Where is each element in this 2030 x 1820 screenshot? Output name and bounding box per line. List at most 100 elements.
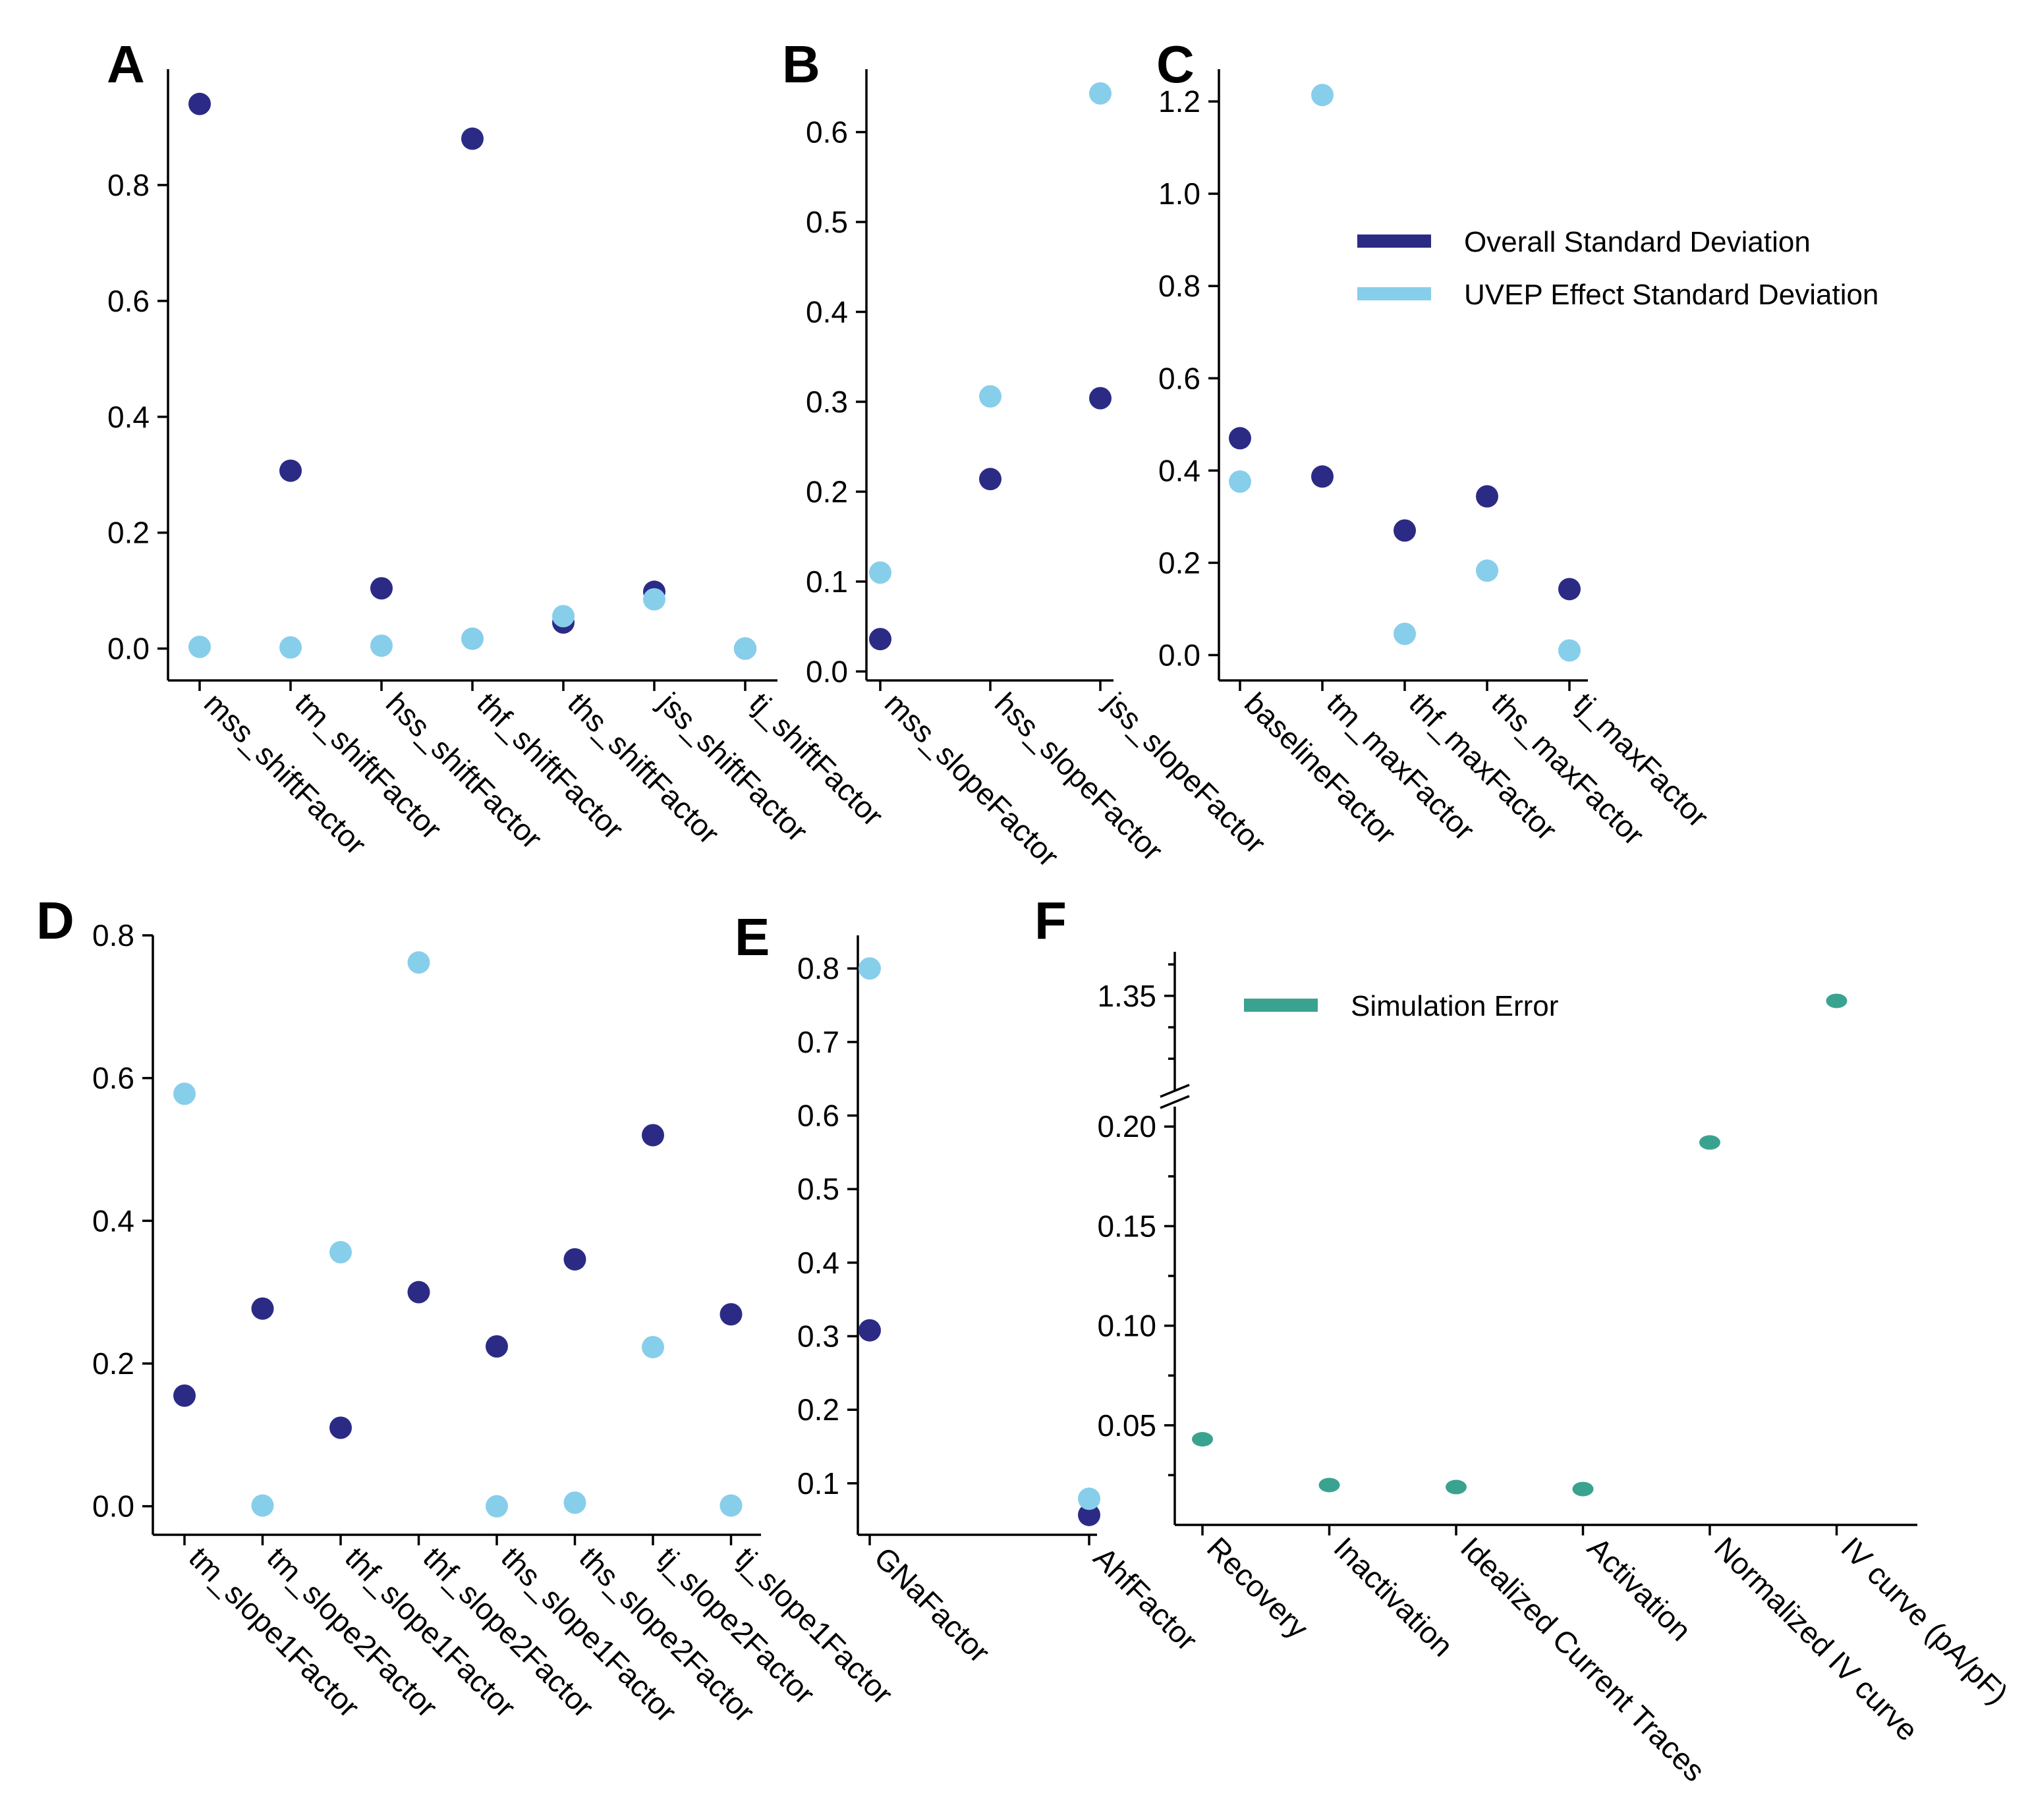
panel-d-ytick-label: 0.6 bbox=[92, 1061, 134, 1095]
panel-d-ytick-label: 0.0 bbox=[92, 1489, 134, 1524]
panel-f-ytick-label: 0.20 bbox=[1097, 1109, 1156, 1144]
panel-d-point-uvep bbox=[486, 1495, 508, 1518]
panel-e-point-overall bbox=[859, 1319, 881, 1342]
panel-f-category-label: Activation bbox=[1581, 1530, 1698, 1647]
panel-a-ytick-label: 0.0 bbox=[107, 632, 150, 666]
panel-c-ytick-label: 0.0 bbox=[1158, 638, 1200, 672]
panel-e-category-label: AhfFactor bbox=[1087, 1540, 1204, 1657]
panel-a-point-uvep bbox=[734, 637, 756, 660]
panel-a-ytick-label: 0.8 bbox=[107, 168, 150, 202]
panel-d-point-overall bbox=[173, 1384, 196, 1407]
legend-simulation-error: Simulation Error bbox=[1244, 990, 1558, 1022]
panel-a-category-label: hss_shiftFactor bbox=[380, 686, 549, 855]
panel-e-ytick-label: 0.7 bbox=[797, 1025, 839, 1059]
panel-b-ytick-label: 0.2 bbox=[806, 474, 848, 509]
panel-f-point-simulation-error bbox=[1572, 1481, 1594, 1497]
panel-c-chart: 0.00.20.40.60.81.01.2baselineFactortm_ma… bbox=[1158, 69, 1716, 852]
panel-d-chart: 0.00.20.40.60.8tm_slope1Factortm_slope2F… bbox=[92, 918, 900, 1729]
panel-d-point-uvep bbox=[329, 1241, 352, 1263]
panel-e-ytick-label: 0.6 bbox=[797, 1099, 839, 1133]
panel-f-chart: 0.05 0.10 0.15 0.20 1.35 Recovery Inactivation… bbox=[1097, 952, 2015, 1788]
panel-d-point-overall bbox=[719, 1303, 743, 1326]
panel-c-category-label: tm_maxFactor bbox=[1320, 686, 1482, 847]
panel-d-point-overall bbox=[251, 1297, 274, 1320]
panel-letter-c: C bbox=[1156, 35, 1195, 94]
panel-c-point-uvep bbox=[1558, 639, 1581, 662]
panel-d-point-uvep bbox=[642, 1336, 664, 1359]
panel-f-category-label: Inactivation bbox=[1327, 1530, 1459, 1663]
panel-a-point-overall bbox=[461, 127, 484, 150]
panel-f-point-simulation-error bbox=[1192, 1431, 1213, 1447]
panel-b-point-overall bbox=[1089, 387, 1112, 410]
panel-a-point-overall bbox=[188, 92, 211, 115]
panel-c-ytick-label: 0.8 bbox=[1158, 269, 1200, 303]
panel-a-point-overall bbox=[370, 577, 393, 600]
panel-a-point-uvep bbox=[370, 634, 393, 657]
panel-c-point-uvep bbox=[1476, 559, 1498, 582]
panel-a-ytick-label: 0.2 bbox=[107, 516, 150, 550]
panel-c-ytick-label: 1.0 bbox=[1158, 177, 1200, 211]
panel-b-ytick-label: 0.4 bbox=[806, 294, 848, 329]
panel-c-ytick-label: 0.2 bbox=[1158, 545, 1200, 580]
panel-f-point-simulation-error bbox=[1826, 993, 1847, 1008]
panel-a-point-overall bbox=[279, 459, 302, 482]
panel-b-ytick-label: 0.6 bbox=[806, 115, 848, 150]
panel-d-point-overall bbox=[407, 1281, 430, 1304]
panel-f-point-simulation-error bbox=[1699, 1135, 1720, 1150]
panel-f-ytick-label: 0.15 bbox=[1097, 1209, 1156, 1243]
panel-f-category-label: Normalized IV curve bbox=[1708, 1530, 1925, 1748]
panel-c-ytick-label: 1.2 bbox=[1158, 84, 1200, 119]
panel-c-point-overall bbox=[1229, 427, 1251, 450]
panel-f-ytick-label: 1.35 bbox=[1097, 979, 1156, 1013]
panel-letter-e: E bbox=[735, 908, 770, 966]
panel-f-point-simulation-error bbox=[1318, 1477, 1340, 1493]
panel-d-ytick-label: 0.4 bbox=[92, 1203, 134, 1238]
panel-b-point-uvep bbox=[1089, 82, 1112, 105]
panel-c-point-overall bbox=[1311, 465, 1334, 488]
panel-f-category-label: Recovery bbox=[1200, 1530, 1315, 1645]
panel-a-point-uvep bbox=[552, 605, 575, 628]
panel-e-ytick-label: 0.8 bbox=[797, 951, 839, 985]
legend-label-uvep: UVEP Effect Standard Deviation bbox=[1464, 279, 1878, 311]
panel-c-point-overall bbox=[1476, 485, 1498, 508]
panel-a-point-uvep bbox=[461, 627, 484, 650]
legend-standard-deviation: Overall Standard Deviation UVEP Effect S… bbox=[1357, 226, 1878, 311]
panel-a-ytick-label: 0.4 bbox=[107, 400, 150, 434]
panel-b-point-overall bbox=[869, 628, 891, 651]
panel-letter-d: D bbox=[36, 891, 74, 950]
panel-f-category-label: Idealized Current Traces bbox=[1454, 1530, 1712, 1788]
panel-b-ytick-label: 0.5 bbox=[806, 205, 848, 239]
panel-c-ytick-label: 0.4 bbox=[1158, 453, 1200, 487]
panel-b-chart: 0.00.10.20.30.40.50.6mss_slopeFactorhss_… bbox=[806, 69, 1272, 873]
panel-f-axis-break-mark bbox=[1160, 1095, 1190, 1109]
panel-c-ytick-label: 0.6 bbox=[1158, 361, 1200, 395]
panel-letter-f: F bbox=[1034, 891, 1067, 950]
panel-d-point-uvep bbox=[407, 951, 430, 974]
panel-c-point-uvep bbox=[1311, 84, 1334, 107]
panel-e-point-overall bbox=[1078, 1503, 1100, 1526]
panel-f-point-simulation-error bbox=[1446, 1479, 1467, 1495]
panel-f-ytick-label: 0.10 bbox=[1097, 1309, 1156, 1343]
panel-b-point-uvep bbox=[869, 561, 891, 584]
panel-f-ytick-label: 0.05 bbox=[1097, 1408, 1156, 1443]
panel-b-ytick-label: 0.3 bbox=[806, 385, 848, 419]
panel-e-ytick-label: 0.4 bbox=[797, 1246, 839, 1280]
panel-b-ytick-label: 0.1 bbox=[806, 565, 848, 599]
panel-a-ytick-label: 0.6 bbox=[107, 284, 150, 318]
panel-c-point-overall bbox=[1394, 519, 1416, 542]
panel-e-chart: 0.1 0.2 0.3 0.4 0.5 0.6 0.7 0.8 GNaFactor AhfFact… bbox=[797, 935, 1204, 1669]
panel-d-point-uvep bbox=[719, 1494, 743, 1517]
panel-e-ytick-label: 0.3 bbox=[797, 1319, 839, 1354]
panel-e-category-label: GNaFactor bbox=[868, 1540, 997, 1669]
panel-letter-b: B bbox=[782, 35, 820, 94]
panel-e-ytick-label: 0.5 bbox=[797, 1172, 839, 1206]
panel-d-point-overall bbox=[329, 1416, 352, 1439]
panel-b-point-overall bbox=[979, 468, 1001, 491]
panel-e-point-uvep bbox=[1078, 1487, 1100, 1510]
panel-d-point-overall bbox=[642, 1124, 664, 1147]
panel-a-point-uvep bbox=[188, 635, 211, 658]
panel-d-ytick-label: 0.8 bbox=[92, 918, 134, 952]
panel-d-point-uvep bbox=[173, 1082, 196, 1105]
panel-c-point-overall bbox=[1558, 578, 1581, 601]
